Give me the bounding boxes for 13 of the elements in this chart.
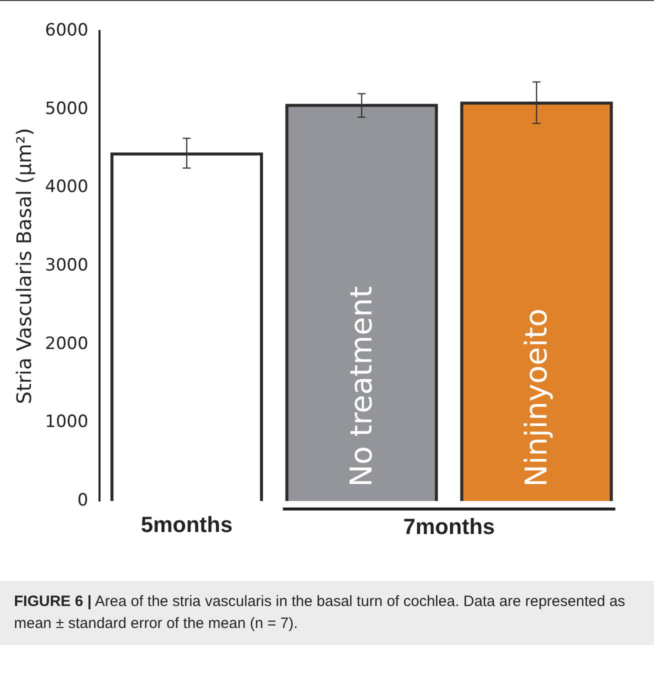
y-axis-title: Stria Vascularis Basal (µm²) bbox=[12, 128, 36, 404]
y-tick-label: 0 bbox=[77, 490, 88, 510]
y-tick-label: 2000 bbox=[45, 334, 88, 354]
y-tick-label: 6000 bbox=[45, 20, 88, 40]
x-tick-label: 5months bbox=[140, 512, 233, 538]
y-tick-label: 5000 bbox=[45, 98, 88, 119]
y-tick-label: 3000 bbox=[45, 255, 88, 276]
x-tick-label: No treatment bbox=[344, 286, 380, 487]
y-tick-label: 1000 bbox=[45, 412, 88, 432]
text: 7months bbox=[403, 514, 495, 540]
x-tick-label: Ninjinyoeito bbox=[519, 308, 554, 487]
y-tick-label: 4000 bbox=[45, 177, 88, 198]
caption: FIGURE 6 | Area of the stria vascularis in the basal turn of cochlea. Data are represented as mean ± standard error of the mean (n = 7). bbox=[0, 581, 654, 644]
